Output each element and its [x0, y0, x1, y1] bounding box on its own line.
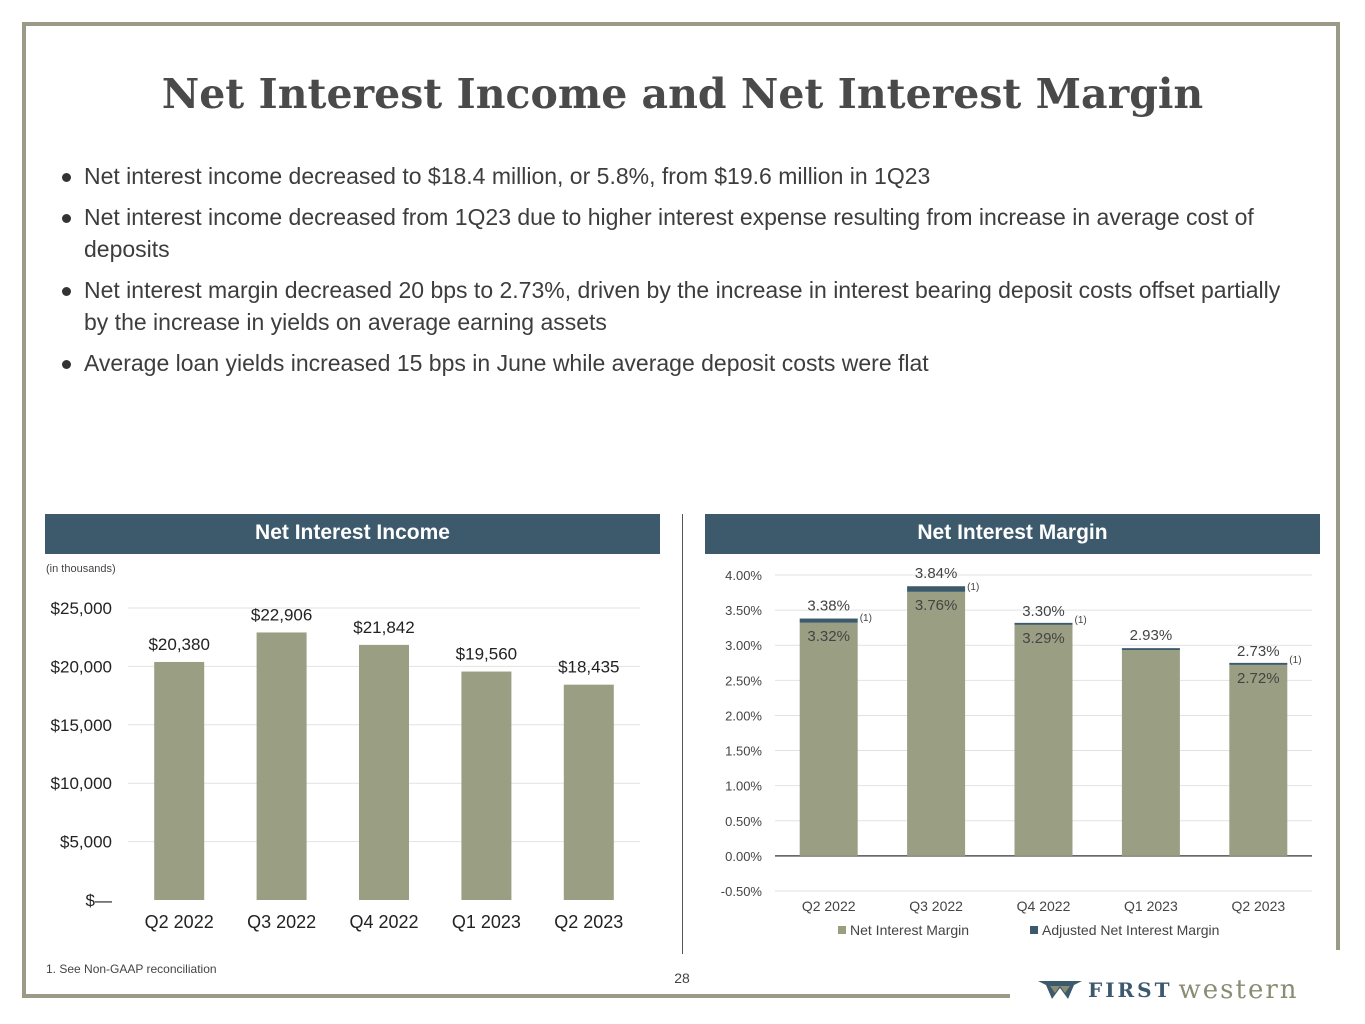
- x-tick-label: Q1 2023: [1124, 898, 1178, 914]
- bullet-dot-icon: [62, 173, 71, 182]
- bullet-item: Average loan yields increased 15 bps in …: [60, 347, 1290, 379]
- logo-w-icon: [1038, 981, 1082, 999]
- x-tick-label: Q3 2022: [247, 912, 316, 932]
- x-tick-label: Q3 2022: [909, 898, 963, 914]
- y-tick-label: $5,000: [60, 833, 112, 852]
- footnote-marker: (1): [967, 582, 979, 593]
- y-tick-label: 4.00%: [725, 568, 762, 583]
- nim-bar: [1014, 624, 1073, 856]
- bullet-list: Net interest income decreased to $18.4 m…: [60, 160, 1290, 388]
- nim-data-label: 2.72%: [1237, 670, 1280, 687]
- bullet-text: Net interest income decreased to $18.4 m…: [84, 163, 931, 189]
- footnote-marker: (1): [1289, 655, 1301, 666]
- x-tick-label: Q1 2023: [452, 912, 521, 932]
- nim-data-label: 3.76%: [915, 597, 958, 614]
- nii-bar: [359, 644, 409, 900]
- bullet-text: Net interest margin decreased 20 bps to …: [84, 277, 1281, 335]
- bullet-text: Net interest income decreased from 1Q23 …: [84, 204, 1254, 262]
- frame-gap: [1010, 950, 1350, 1010]
- panel-divider: [682, 514, 683, 954]
- nii-bar: [563, 684, 614, 900]
- y-tick-label: 0.00%: [725, 849, 762, 864]
- nii-panel-header: Net Interest Income: [45, 514, 660, 554]
- x-tick-label: Q2 2023: [554, 912, 623, 932]
- company-logo: FIRST western: [1038, 975, 1299, 1005]
- y-tick-label: 2.50%: [725, 673, 762, 688]
- bullet-text: Average loan yields increased 15 bps in …: [84, 350, 929, 376]
- bullet-dot-icon: [62, 360, 71, 369]
- adjusted-nim-bar: [1121, 648, 1180, 651]
- x-tick-label: Q2 2023: [1231, 898, 1285, 914]
- nii-data-label: $18,435: [558, 658, 619, 677]
- nim-bar: [1121, 650, 1180, 856]
- adjusted-nim-bar: [1014, 622, 1073, 625]
- x-tick-label: Q4 2022: [1017, 898, 1071, 914]
- legend-label-adjusted: Adjusted Net Interest Margin: [1042, 922, 1219, 938]
- y-tick-label: $15,000: [51, 716, 112, 735]
- nii-bar: [461, 671, 512, 900]
- page-title: Net Interest Income and Net Interest Mar…: [161, 70, 1204, 118]
- y-tick-label: 3.00%: [725, 638, 762, 653]
- adjusted-nim-bar: [799, 618, 858, 623]
- slide-frame: [22, 22, 1340, 998]
- bullet-item: Net interest income decreased from 1Q23 …: [60, 201, 1290, 265]
- bullet-item: Net interest income decreased to $18.4 m…: [60, 160, 1290, 192]
- y-tick-label: $20,000: [51, 657, 112, 676]
- nim-data-label: 2.93%: [1130, 627, 1173, 644]
- x-tick-label: Q2 2022: [145, 912, 214, 932]
- y-tick-label: -0.50%: [721, 884, 763, 899]
- y-tick-label: $—: [86, 891, 112, 910]
- footnote: 1. See Non-GAAP reconciliation: [46, 962, 217, 976]
- x-tick-label: Q4 2022: [349, 912, 418, 932]
- y-tick-label: 2.00%: [725, 708, 762, 723]
- adjusted-nim-data-label: 3.30%: [1022, 603, 1065, 620]
- nim-panel-header: Net Interest Margin: [705, 514, 1320, 554]
- nim-bar: [799, 622, 858, 856]
- y-tick-label: $10,000: [51, 774, 112, 793]
- nim-data-label: 3.29%: [1022, 630, 1065, 647]
- legend-swatch-nim: [838, 926, 846, 934]
- nii-data-label: $20,380: [148, 635, 209, 654]
- nii-bar: [154, 661, 205, 900]
- page-number: 28: [674, 970, 690, 986]
- x-tick-label: Q2 2022: [802, 898, 856, 914]
- bullet-item: Net interest margin decreased 20 bps to …: [60, 274, 1290, 338]
- footnote-marker: (1): [860, 613, 872, 624]
- footnote-marker: (1): [1075, 615, 1087, 626]
- nim-bar: [907, 591, 966, 856]
- nim-data-label: 3.32%: [807, 628, 850, 645]
- bullet-dot-icon: [62, 214, 71, 223]
- nim-chart: -0.50% 0.00% 0.50% 1.00% 1.50% 2.00% 2.50% 3.00…: [721, 565, 1312, 938]
- adjusted-nim-data-label: 3.38%: [807, 598, 850, 615]
- y-tick-label: $25,000: [51, 599, 112, 618]
- nii-data-label: $22,906: [251, 605, 312, 624]
- nii-data-label: $21,842: [353, 618, 414, 637]
- bullet-dot-icon: [62, 287, 71, 296]
- adjusted-nim-bar: [907, 586, 966, 592]
- y-tick-label: 3.50%: [725, 603, 762, 618]
- adjusted-nim-data-label: 2.73%: [1237, 643, 1280, 660]
- nii-data-label: $19,560: [456, 645, 517, 664]
- unit-note: (in thousands): [46, 563, 116, 575]
- y-tick-label: 1.50%: [725, 744, 762, 759]
- logo-first: FIRST: [1088, 978, 1173, 1002]
- logo-western: western: [1178, 975, 1299, 1005]
- y-tick-label: 0.50%: [725, 814, 762, 829]
- legend-swatch-adjusted: [1030, 926, 1038, 934]
- legend-label-nim: Net Interest Margin: [850, 922, 969, 938]
- nii-chart: $— $5,000 $10,000 $15,000 $20,000 $25,000 $20,…: [51, 599, 640, 932]
- nim-bar: [1229, 664, 1288, 856]
- y-tick-label: 1.00%: [725, 779, 762, 794]
- adjusted-nim-data-label: 3.84%: [915, 565, 958, 582]
- adjusted-nim-bar: [1229, 662, 1288, 665]
- nii-bar: [256, 632, 307, 900]
